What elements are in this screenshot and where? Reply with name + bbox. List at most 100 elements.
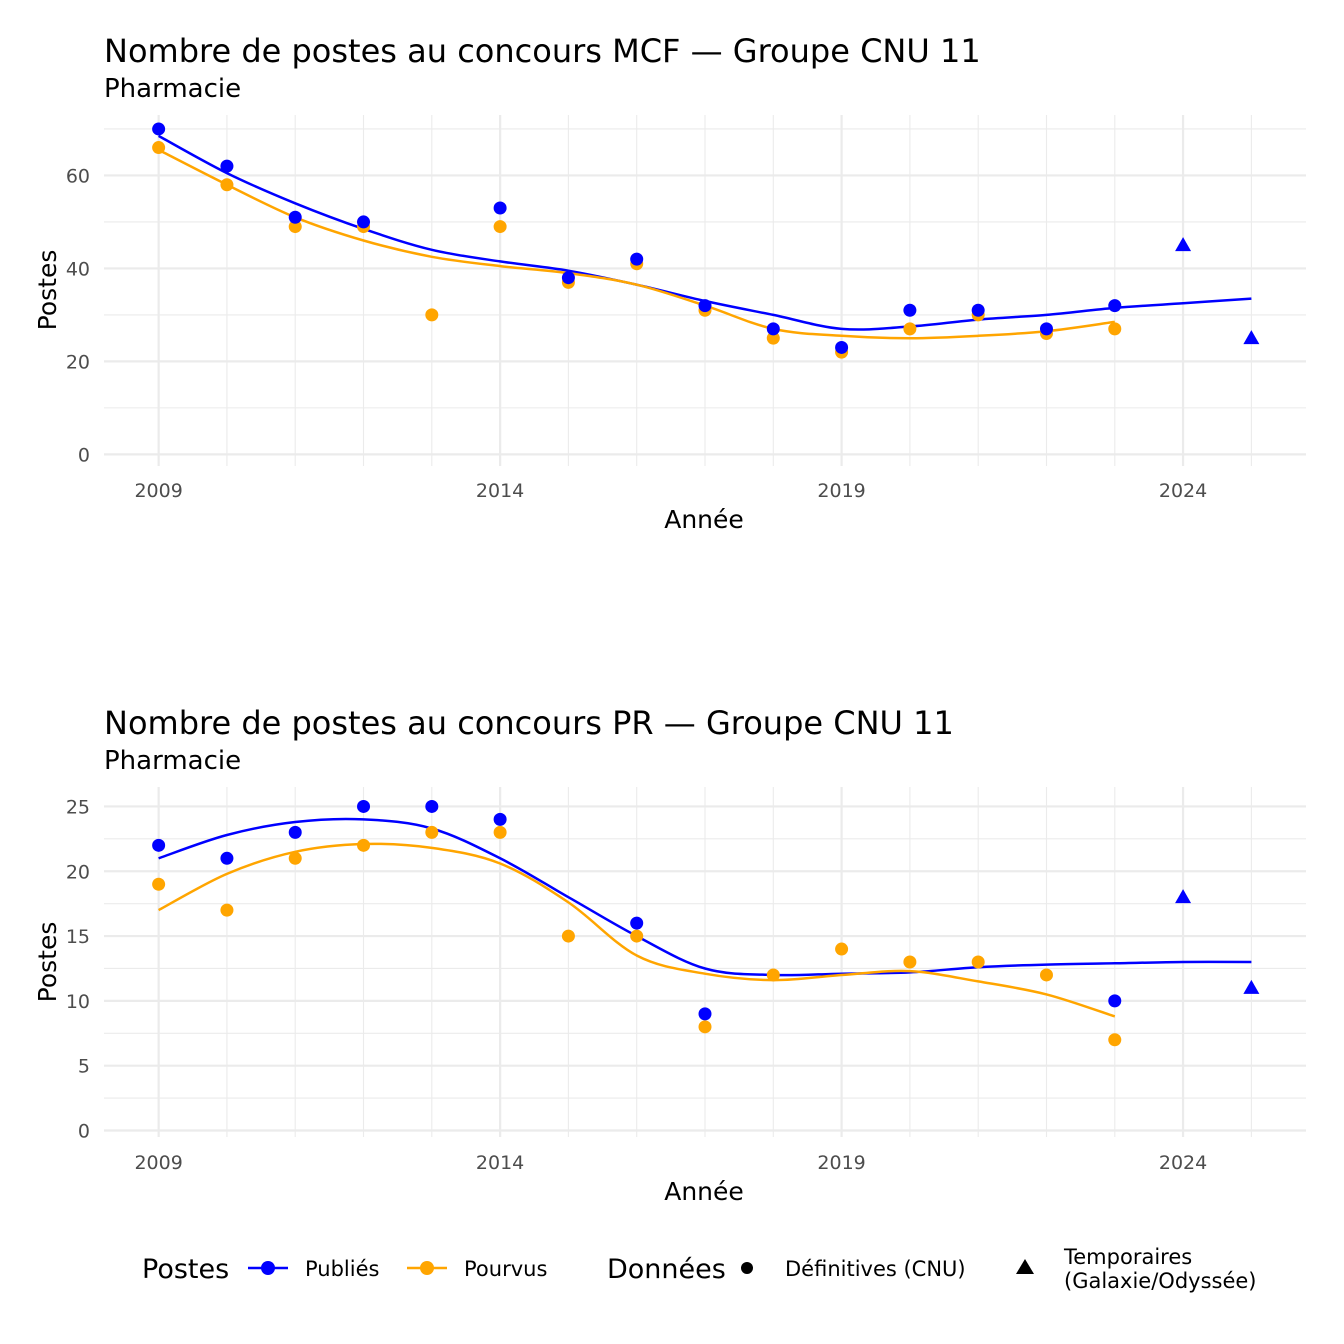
point-publies: [493, 812, 507, 826]
point-pourvus: [220, 178, 234, 192]
point-temporaire: [1243, 979, 1260, 994]
point-publies: [1108, 299, 1122, 313]
legend-title-postes: Postes: [142, 1254, 229, 1285]
point-publies: [152, 838, 166, 852]
x-tick-label: 2014: [476, 1152, 524, 1174]
legend-item-pourvus: Pourvus: [407, 1257, 547, 1281]
mcf-chart-panel: Nombre de postes au concours MCF — Group…: [33, 32, 1306, 534]
pr-chart-panel: Nombre de postes au concours PR — Groupe…: [33, 704, 1306, 1206]
point-pourvus: [288, 220, 302, 234]
point-pourvus: [1108, 1033, 1122, 1047]
x-tick-label: 2019: [817, 1152, 865, 1174]
point-pourvus: [493, 825, 507, 839]
point-pourvus: [357, 838, 371, 852]
point-pourvus: [766, 331, 780, 345]
y-axis-label: Postes: [33, 250, 62, 331]
point-publies: [220, 851, 234, 865]
point-pourvus: [288, 851, 302, 865]
y-tick-label: 5: [78, 1056, 90, 1078]
legend-circle-icon: [741, 1262, 753, 1274]
point-publies: [220, 159, 234, 173]
point-pourvus: [152, 141, 166, 155]
y-tick-label: 0: [78, 444, 90, 466]
legend-label-pourvus: Pourvus: [464, 1257, 547, 1281]
point-pourvus: [152, 877, 166, 891]
grid: [104, 787, 1306, 1137]
legend-label-definitives: Définitives (CNU): [785, 1257, 966, 1281]
y-tick-label: 15: [66, 926, 90, 948]
legend-item-publies: Publiés: [248, 1257, 379, 1281]
point-pourvus: [425, 825, 439, 839]
point-temporaire: [1175, 237, 1192, 252]
legend-item-temporaires: Temporaires (Galaxie/Odyssée): [1016, 1245, 1257, 1293]
legend-title-donnees: Données: [607, 1254, 726, 1285]
point-pourvus: [425, 308, 439, 322]
point-publies: [561, 271, 575, 285]
point-publies: [152, 122, 166, 136]
point-publies: [425, 799, 439, 813]
chart-subtitle: Pharmacie: [104, 746, 241, 776]
y-tick-label: 40: [66, 258, 90, 280]
point-publies: [630, 916, 644, 930]
y-tick-label: 20: [66, 861, 90, 883]
point-pourvus: [766, 968, 780, 982]
point-pourvus: [493, 220, 507, 234]
point-publies: [357, 799, 371, 813]
x-tick-label: 2024: [1159, 1152, 1207, 1174]
x-tick-label: 2024: [1159, 480, 1207, 502]
point-publies: [288, 825, 302, 839]
x-axis-label: Année: [664, 1177, 744, 1206]
y-tick-label: 20: [66, 351, 90, 373]
chart-title: Nombre de postes au concours PR — Groupe…: [104, 704, 954, 742]
legend-item-definitives: Définitives (CNU): [741, 1257, 966, 1281]
point-publies: [493, 201, 507, 215]
legend-dot-publies: [261, 1261, 275, 1275]
point-pourvus: [835, 942, 849, 956]
y-tick-label: 25: [66, 796, 90, 818]
point-temporaire: [1243, 330, 1260, 345]
point-publies: [630, 252, 644, 266]
data-points: [152, 799, 1260, 1047]
smooth-line-pourvus: [158, 842, 1116, 1018]
tick-labels: 2009 2014 2019 2024 0 20 40 60: [66, 165, 1207, 502]
point-temporaire: [1175, 889, 1192, 904]
point-publies: [766, 322, 780, 336]
point-publies: [698, 1007, 712, 1021]
x-tick-label: 2014: [476, 480, 524, 502]
smooth-line-pourvus: [158, 148, 1115, 340]
point-pourvus: [561, 929, 575, 943]
legend-label-line: (Galaxie/Odyssée): [1064, 1269, 1257, 1293]
y-tick-label: 0: [78, 1121, 90, 1143]
chart-title: Nombre de postes au concours MCF — Group…: [104, 32, 981, 70]
point-pourvus: [220, 903, 234, 917]
point-publies: [835, 340, 849, 354]
point-publies: [357, 215, 371, 229]
chart-subtitle: Pharmacie: [104, 74, 241, 104]
data-points: [152, 122, 1260, 359]
point-publies: [1108, 994, 1122, 1008]
x-tick-label: 2009: [134, 480, 182, 502]
legend-label-publies: Publiés: [305, 1257, 379, 1281]
legend-label-temporaires: Temporaires (Galaxie/Odyssée): [1063, 1245, 1257, 1293]
x-axis-label: Année: [664, 505, 744, 534]
y-axis-label: Postes: [33, 922, 62, 1003]
point-pourvus: [630, 929, 644, 943]
smooth-line-publies: [158, 817, 1252, 977]
point-pourvus: [903, 322, 917, 336]
x-tick-label: 2019: [817, 480, 865, 502]
point-pourvus: [903, 955, 917, 969]
point-publies: [903, 303, 917, 317]
legend-triangle-icon: [1016, 1259, 1034, 1274]
point-pourvus: [698, 1020, 712, 1034]
point-pourvus: [1039, 968, 1053, 982]
tick-labels: 2009 2014 2019 2024 0 5 10 15 20 25: [66, 796, 1207, 1174]
point-publies: [971, 303, 985, 317]
x-tick-label: 2009: [134, 1152, 182, 1174]
legend: Postes Publiés Pourvus Données Définitiv…: [142, 1245, 1257, 1293]
legend-label-line: Temporaires: [1063, 1245, 1192, 1269]
point-pourvus: [971, 955, 985, 969]
legend-dot-pourvus: [420, 1261, 434, 1275]
point-publies: [1039, 322, 1053, 336]
point-publies: [288, 210, 302, 224]
